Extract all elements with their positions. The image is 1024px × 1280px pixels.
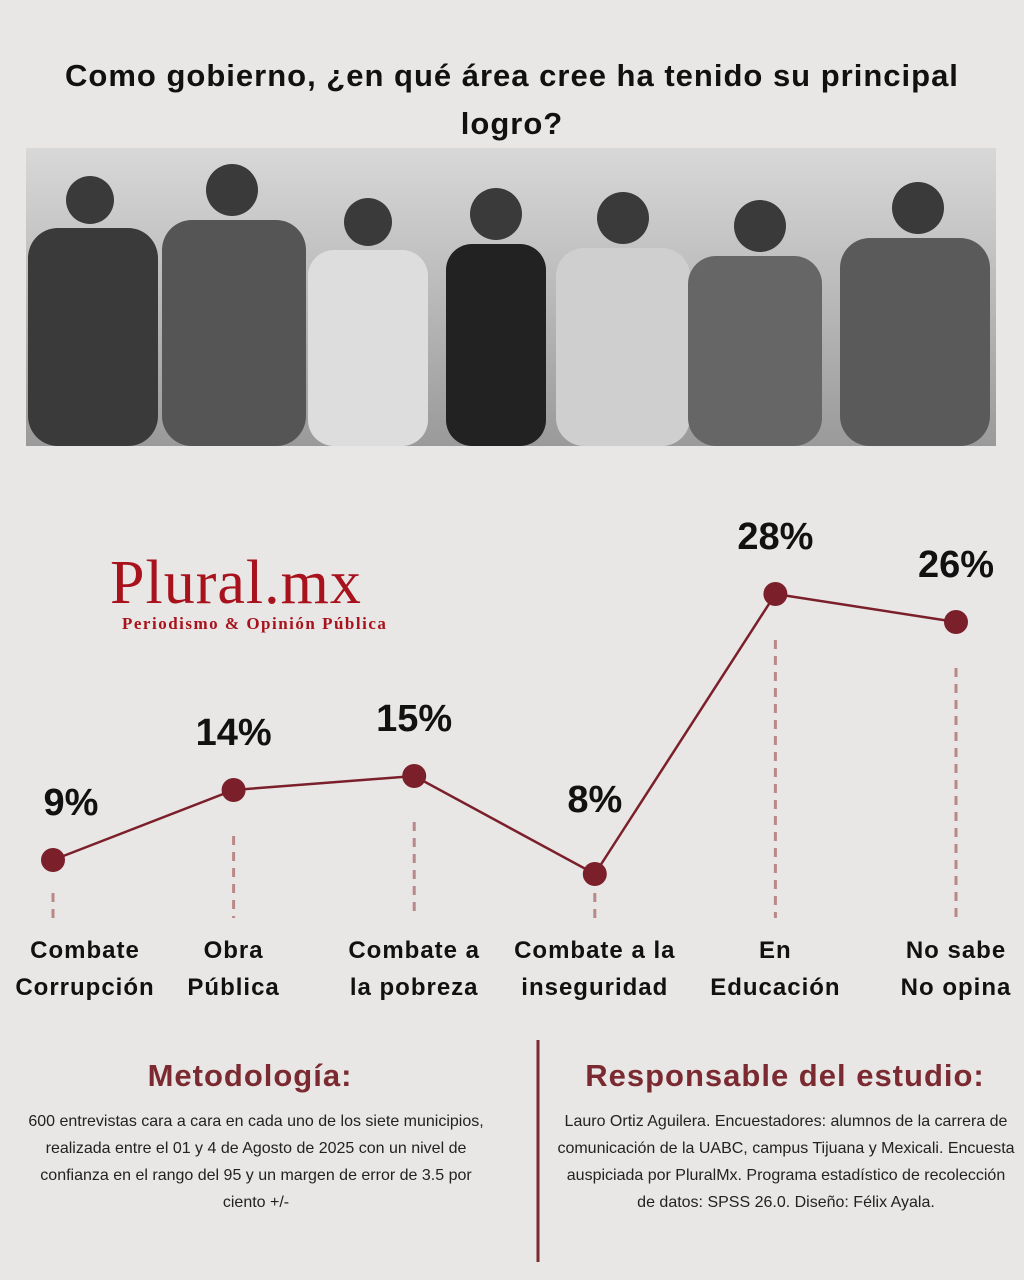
point	[402, 764, 427, 788]
methodology-heading: Metodología:	[147, 1058, 353, 1093]
point	[944, 610, 968, 634]
x-tick-label: En Educación	[710, 937, 841, 1001]
methodology-text: 600 entrevistas cara a cara en cada uno …	[28, 1113, 484, 1211]
logo: Plural.mx	[110, 549, 362, 617]
value-label: 8%	[567, 779, 623, 821]
responsible-text: Lauro Ortiz Aguilera. Encuestadores: alu…	[557, 1113, 1015, 1211]
value-label: 14%	[195, 712, 272, 754]
x-tick-label: Combate a la pobreza	[348, 937, 481, 1001]
responsible-heading: Responsable del estudio:	[585, 1058, 985, 1093]
point	[41, 848, 65, 872]
x-tick-label: Combate Corrupción	[15, 937, 155, 1001]
chart-title: Como gobierno, ¿en qué área cree ha teni…	[65, 58, 959, 141]
x-tick-label: Obra Pública	[187, 937, 280, 1001]
x-tick-label: No sabe No opina	[900, 937, 1012, 1001]
logo-tagline: Periodismo & Opinión Pública	[122, 614, 388, 633]
point	[763, 582, 788, 606]
line	[52, 592, 957, 876]
point	[582, 862, 607, 886]
value-label: 28%	[737, 516, 814, 558]
value-label: 15%	[376, 698, 453, 740]
photo-people	[28, 164, 990, 446]
value-label: 26%	[917, 544, 995, 586]
x-tick-label: Combate a la inseguridad	[514, 937, 676, 1001]
point	[221, 778, 246, 802]
value-label: 9%	[43, 782, 99, 824]
